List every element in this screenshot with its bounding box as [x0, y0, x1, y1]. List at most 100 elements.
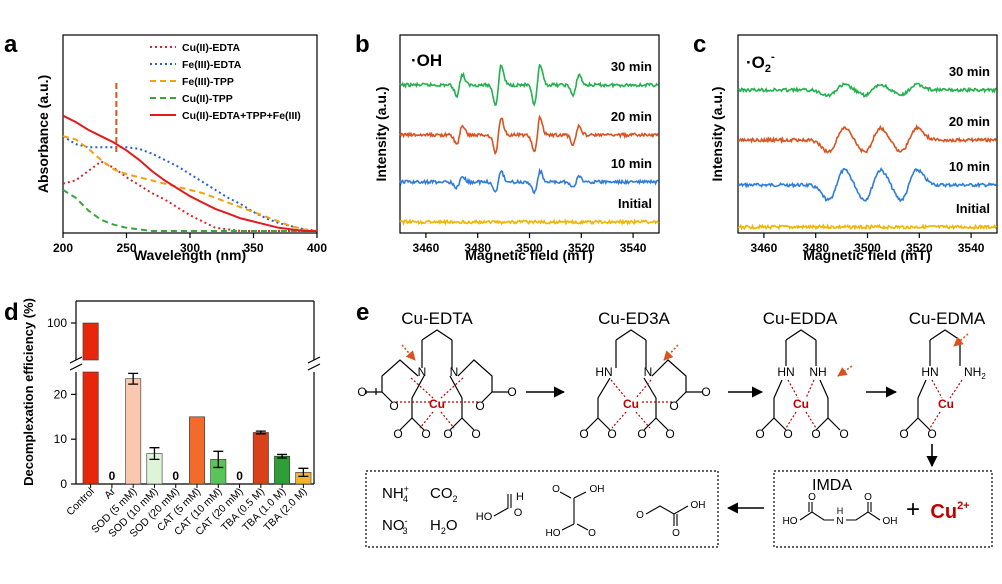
atom-hn: HN: [921, 365, 938, 379]
chart-d-bars: 0 0 0: [82, 322, 312, 485]
structure-cu-edta: [365, 329, 508, 431]
atom-n: N: [418, 365, 427, 379]
epr-series-label: 20 min: [611, 109, 652, 124]
chart-d-zero-label: 0: [236, 469, 243, 483]
oxalic-o: O: [588, 528, 596, 539]
imda-h: H: [837, 506, 844, 516]
product-no3-base: NO: [382, 517, 405, 534]
oxalic-o: O: [552, 484, 560, 495]
panel-label-d: d: [4, 299, 19, 326]
atom-o: O: [669, 399, 678, 413]
chart-a-series-line: [62, 135, 318, 232]
chart-a-xtick-label: 200: [53, 241, 73, 255]
chart-a-xticks: 200 250 300 350 400: [53, 233, 327, 255]
glyoxylic-o: O: [636, 510, 644, 521]
formic-o: O: [514, 507, 523, 519]
chart-b-ylabel: Intensity (a.u.): [373, 87, 389, 182]
chart-c-series: [737, 82, 998, 231]
attack-arrow: [401, 344, 416, 361]
chart-c-series-labels: 30 min 20 min 10 min Initial: [949, 64, 990, 216]
atom-o: O: [607, 427, 616, 441]
chart-d-ytick-label: 10: [54, 432, 68, 446]
epr-spectrum-line: [399, 63, 659, 107]
chart-d-errorbar: [213, 450, 224, 469]
glyoxylic-acid: [645, 505, 689, 526]
product-no3-sub: 3: [403, 526, 408, 536]
product-h2o-sub: 2: [441, 526, 446, 536]
epr-series-label: 30 min: [949, 64, 990, 79]
atom-o: O: [701, 385, 710, 399]
product-nh4-base: NH: [382, 485, 404, 502]
plus-sign: +: [906, 496, 920, 523]
chart-d-errorbar: [298, 467, 309, 478]
atom-cu: Cu: [429, 397, 445, 411]
chart-xtick-label: 3500: [516, 241, 543, 255]
chart-a-legend-label: Cu(II)-TPP: [182, 93, 233, 105]
panel-label-e: e: [356, 299, 369, 326]
name-cu-edma: Cu-EDMA: [909, 309, 986, 328]
atom-hn: HN: [595, 365, 612, 379]
epr-series-label: Initial: [618, 196, 652, 211]
chart-a-series-line: [62, 189, 317, 232]
chart-a-legend-label: Cu(II)-EDTA+TPP+Fe(III): [182, 110, 301, 122]
chart-xtick-label: 3540: [620, 241, 647, 255]
chart-d-bar: [189, 416, 205, 485]
atom-cu: Cu: [793, 397, 809, 411]
imda-box: [773, 470, 993, 548]
chart-b: ·OH 3460 3480 3500 3520 3540 30 min 20 min 10 …: [373, 34, 660, 263]
chart-b-species-label: ·OH: [411, 51, 442, 70]
atom-o: O: [421, 427, 430, 441]
chart-a-series-line: [62, 114, 317, 232]
axis-break-right: [307, 356, 321, 371]
oxalic-oh: OH: [590, 484, 605, 495]
imda-o: O: [808, 492, 816, 503]
chart-b-series-labels: 30 min 20 min 10 min Initial: [611, 59, 652, 211]
panel-label-c: c: [693, 31, 706, 58]
glyoxylic-o2: O: [672, 528, 680, 539]
atom-o: O: [507, 385, 516, 399]
chart-xtick-label: 3460: [751, 241, 778, 255]
product-h2o-o: O: [446, 517, 458, 534]
chart-d-errorbar: [149, 447, 160, 461]
chart-d-bar: [125, 378, 142, 485]
atom-cu: Cu: [623, 397, 639, 411]
structure-cu-ed3a: [585, 329, 702, 431]
chart-c-species-label: ·O2-: [746, 51, 775, 75]
name-cu-edta: Cu-EDTA: [401, 309, 473, 328]
chart-xtick-label: 3480: [464, 241, 491, 255]
attack-arrow: [663, 344, 679, 361]
product-no3-charge: -: [405, 516, 408, 526]
chart-xtick-label: 3460: [413, 241, 440, 255]
chart-c-species-base: ·O: [746, 53, 765, 72]
chart-a-xlabel: Wavelength (nm): [134, 247, 246, 263]
chart-a: 200 250 300 350 400 Cu(II)-EDTA Fe(III)-EDTA F…: [35, 34, 327, 263]
chart-d-ytick-label: 100: [47, 316, 67, 330]
atom-o: O: [389, 399, 398, 413]
chart-a-xtick-label: 250: [116, 241, 136, 255]
atom-nh: NH: [809, 365, 826, 379]
glyoxylic-oh: OH: [691, 500, 706, 511]
chart-a-xtick-label: 400: [307, 241, 327, 255]
atom-o: O: [579, 427, 588, 441]
product-h2o-base: H: [430, 517, 441, 534]
atom-o: O: [927, 427, 936, 441]
panel-label-b: b: [355, 31, 370, 58]
atom-o: O: [475, 399, 484, 413]
chart-a-xtick-label: 300: [180, 241, 200, 255]
product-nh4: NH+ 4: [382, 484, 409, 504]
product-no3: NO-3: [382, 516, 408, 536]
chart-xtick-label: 3500: [854, 241, 881, 255]
cu-ion-base: Cu: [930, 501, 957, 523]
chart-c-species-sub: 2: [765, 63, 771, 75]
atom-o: O: [665, 427, 674, 441]
atom-o: O: [637, 427, 646, 441]
chart-a-legend: Cu(II)-EDTA Fe(III)-EDTA Fe(III)-TPP Cu(II)…: [150, 42, 301, 122]
chart-c-xticks: 3460 3480 3500 3520 3540: [751, 233, 985, 255]
chart-d-bar: [82, 322, 99, 361]
chart-d-bar: [274, 455, 291, 485]
formic-h: H: [516, 491, 524, 503]
chart-d-ytick-label: 0: [60, 477, 67, 491]
atom-nh2: NH2: [964, 365, 986, 381]
chart-d-zero-label: 0: [109, 469, 116, 483]
